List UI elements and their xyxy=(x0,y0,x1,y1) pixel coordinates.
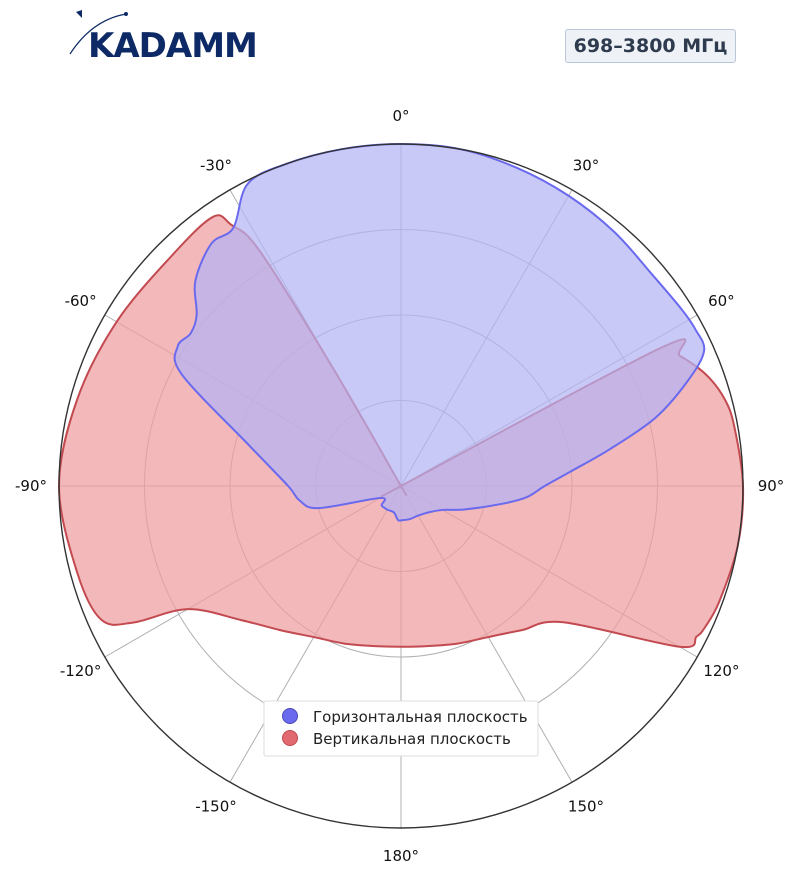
polar-outer-ring xyxy=(58,143,744,829)
legend-marker-vertical xyxy=(282,730,298,746)
angle-tick-label: -30° xyxy=(200,157,232,175)
angle-tick-labels: 0° 30° 60° 90° 120° 150° 180° -150° -120° -90° -60… xyxy=(15,107,784,865)
angle-tick-label: -90° xyxy=(15,477,47,495)
frequency-band-badge: 698–3800 МГц xyxy=(565,29,736,63)
logo-icon: KADAMM xyxy=(69,10,258,66)
angle-tick-label: 180° xyxy=(383,847,419,865)
angle-tick-label: 120° xyxy=(703,662,739,680)
angle-tick-label: 30° xyxy=(573,157,600,175)
legend-marker-horizontal xyxy=(282,708,298,724)
legend-label-vertical: Вертикальная плоскость xyxy=(313,730,511,748)
series-horizontal-plane xyxy=(173,143,706,522)
angle-tick-label: -60° xyxy=(65,292,97,310)
legend-label-horizontal: Горизонтальная плоскость xyxy=(313,708,528,726)
angle-tick-label: 0° xyxy=(392,107,409,125)
angle-tick-label: 60° xyxy=(708,292,735,310)
angle-tick-label: -120° xyxy=(60,662,102,680)
angle-tick-label: 150° xyxy=(568,797,604,815)
brand-logo: KADAMM xyxy=(62,6,267,66)
brand-name: KADAMM xyxy=(88,26,257,62)
angle-tick-label: -150° xyxy=(195,797,237,815)
angle-tick-label: 90° xyxy=(758,477,785,495)
series-layer xyxy=(58,143,745,649)
legend: Горизонтальная плоскость Вертикальная пл… xyxy=(263,700,539,757)
